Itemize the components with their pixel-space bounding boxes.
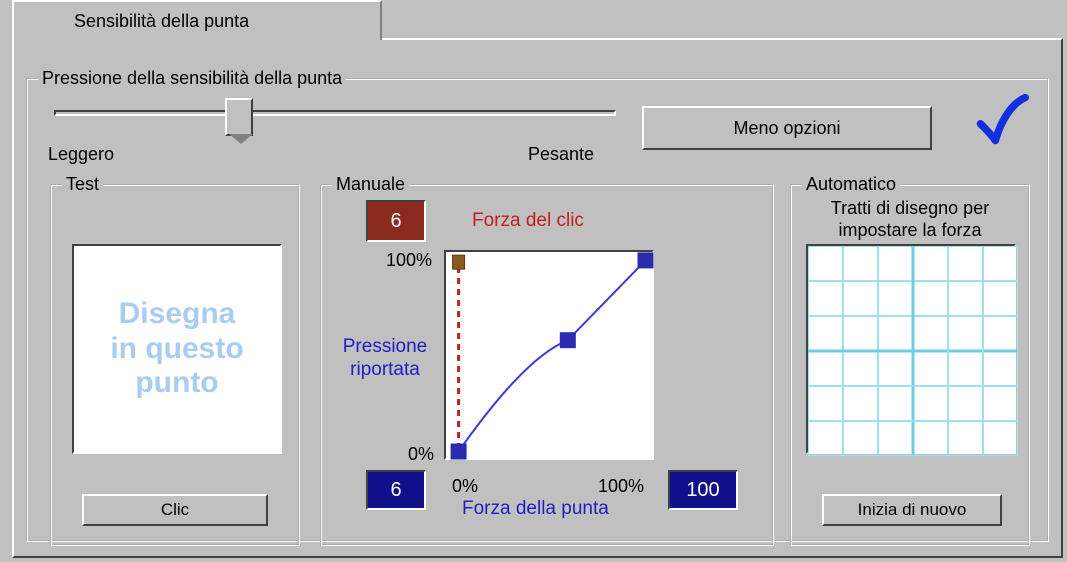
less-options-button[interactable]: Meno opzioni xyxy=(642,106,932,150)
group-manual: Manuale 6 Forza del clic 100% 0% 0% 100%… xyxy=(320,184,774,546)
test-placeholder: Disegnain questopunto xyxy=(110,297,243,401)
less-options-label: Meno opzioni xyxy=(733,118,840,139)
pressure-reported-label: Pressioneriportata xyxy=(330,336,440,382)
group-pressure-sensitivity: Pressione della sensibilità della punta … xyxy=(26,78,1049,542)
slider-label-light: Leggero xyxy=(48,144,114,165)
click-force-label: Forza del clic xyxy=(472,210,584,232)
group-test: Test Disegnain questopunto Clic xyxy=(50,184,300,546)
group-label-main: Pressione della sensibilità della punta xyxy=(38,68,346,89)
clic-label: Clic xyxy=(161,500,189,520)
tip-force-min-value[interactable]: 6 xyxy=(366,470,426,510)
group-automatic: Automatico Tratti di disegno per imposta… xyxy=(790,184,1030,546)
y-axis-bottom: 0% xyxy=(408,444,434,465)
test-draw-area[interactable]: Disegnain questopunto xyxy=(72,244,282,454)
auto-instruction: Tratti di disegno per impostare la forza xyxy=(800,198,1020,241)
click-force-value[interactable]: 6 xyxy=(366,200,426,242)
group-label-auto: Automatico xyxy=(802,174,900,195)
tip-force-label: Forza della punta xyxy=(462,498,609,520)
x-axis-left: 0% xyxy=(452,476,478,497)
auto-draw-grid[interactable] xyxy=(806,244,1016,454)
group-label-test: Test xyxy=(62,174,103,195)
sensitivity-slider-thumb[interactable] xyxy=(225,98,253,136)
tab-title: Sensibilità della punta xyxy=(74,11,249,32)
start-again-button[interactable]: Inizia di nuovo xyxy=(822,494,1002,526)
confirm-check-icon[interactable] xyxy=(973,92,1029,148)
tip-force-max-value[interactable]: 100 xyxy=(668,470,738,510)
dialog-body: Pressione della sensibilità della punta … xyxy=(12,38,1063,558)
sensitivity-slider-track[interactable] xyxy=(54,110,616,116)
clic-button[interactable]: Clic xyxy=(82,494,268,526)
pressure-curve-chart[interactable] xyxy=(444,250,654,460)
dialog-panel: Sensibilità della punta Pressione della … xyxy=(0,0,1067,562)
y-axis-top: 100% xyxy=(386,250,432,271)
group-label-manual: Manuale xyxy=(332,174,409,195)
tab-tip-sensitivity[interactable]: Sensibilità della punta xyxy=(12,0,382,40)
x-axis-right: 100% xyxy=(598,476,644,497)
slider-label-heavy: Pesante xyxy=(528,144,594,165)
start-again-label: Inizia di nuovo xyxy=(858,500,967,520)
